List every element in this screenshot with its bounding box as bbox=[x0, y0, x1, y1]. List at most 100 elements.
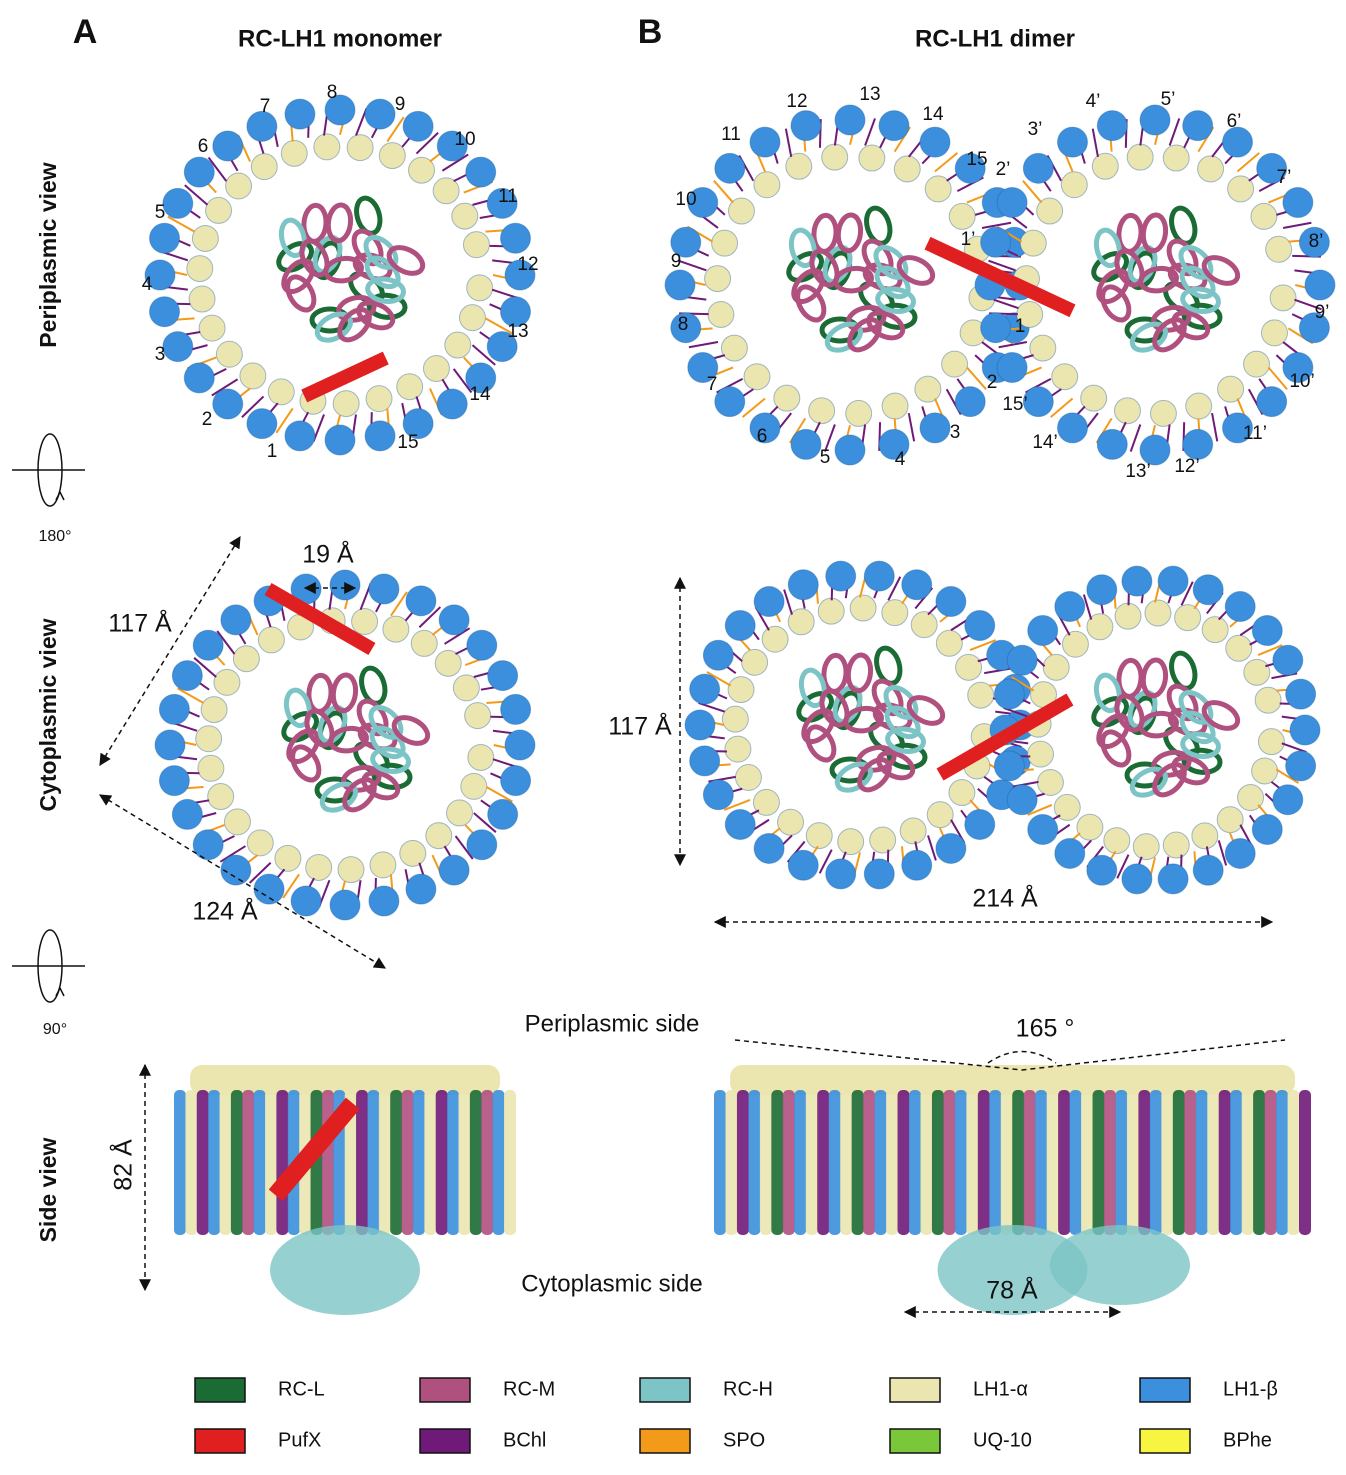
helix bbox=[158, 693, 190, 725]
tm-helix bbox=[851, 1090, 864, 1235]
rc-helix bbox=[1091, 251, 1129, 283]
pufx bbox=[268, 1097, 360, 1202]
subunit-label: 5 bbox=[155, 202, 166, 223]
helix bbox=[464, 702, 492, 730]
row-label: Cytoplasmic view bbox=[35, 618, 61, 811]
pigment bbox=[706, 671, 732, 687]
helix bbox=[246, 829, 274, 857]
helix bbox=[1139, 434, 1171, 466]
helix bbox=[1027, 740, 1055, 768]
helix bbox=[689, 745, 721, 777]
helix bbox=[402, 408, 434, 440]
helix bbox=[996, 352, 1028, 383]
rc-helix bbox=[1093, 227, 1122, 269]
helix bbox=[787, 849, 819, 881]
legend-swatch bbox=[194, 1377, 246, 1403]
helix bbox=[466, 829, 498, 861]
subunit-label: 1 bbox=[267, 441, 278, 462]
helix bbox=[465, 156, 497, 188]
subunit-label: 15 bbox=[966, 149, 987, 170]
helix bbox=[257, 626, 285, 654]
helix bbox=[777, 808, 805, 836]
helix bbox=[1053, 793, 1081, 821]
subunit-label: 10 bbox=[454, 129, 475, 150]
rc-helix bbox=[306, 672, 334, 714]
legend-swatch bbox=[1139, 1377, 1191, 1403]
side-label: Cytoplasmic side bbox=[521, 1270, 702, 1297]
helix bbox=[1243, 658, 1271, 686]
tm-helix bbox=[378, 1090, 391, 1235]
tm-helix bbox=[1035, 1090, 1048, 1235]
pigment bbox=[473, 812, 497, 833]
pigment bbox=[452, 368, 473, 394]
rc-helix bbox=[285, 274, 317, 313]
pigment bbox=[741, 397, 766, 418]
helix bbox=[1216, 806, 1244, 834]
helix bbox=[368, 885, 400, 917]
helix bbox=[458, 304, 486, 332]
subunit-label: 15’ bbox=[1002, 394, 1027, 415]
helix bbox=[1192, 574, 1224, 606]
helix bbox=[869, 826, 897, 854]
helix bbox=[1027, 615, 1059, 647]
helix bbox=[753, 832, 785, 864]
tm-helix bbox=[1069, 1090, 1082, 1235]
tm-helix bbox=[1149, 1090, 1162, 1235]
helix bbox=[246, 110, 278, 142]
dimension-label: 19 Å bbox=[302, 539, 354, 569]
pigment bbox=[1294, 298, 1322, 311]
legend-label: BChl bbox=[503, 1429, 546, 1451]
pigment bbox=[783, 589, 793, 615]
rc-helix bbox=[386, 245, 426, 276]
subunit-label: 2 bbox=[987, 372, 998, 393]
helix bbox=[817, 597, 845, 625]
helix bbox=[858, 144, 886, 172]
helix bbox=[1042, 653, 1070, 681]
helix bbox=[752, 788, 780, 816]
helix bbox=[1121, 565, 1153, 597]
tm-helix bbox=[1000, 1090, 1013, 1235]
pufx bbox=[301, 351, 389, 403]
panel-title: RC-LH1 dimer bbox=[915, 25, 1075, 52]
tm-helix bbox=[1023, 1090, 1036, 1235]
helix bbox=[324, 94, 356, 126]
helix bbox=[753, 586, 785, 618]
tm-helix bbox=[759, 1090, 772, 1235]
legend-label: SPO bbox=[723, 1429, 765, 1451]
helix bbox=[382, 615, 410, 643]
helix bbox=[1182, 110, 1214, 142]
helix bbox=[399, 839, 427, 867]
helix bbox=[274, 844, 302, 872]
dimension-label: 78 Å bbox=[986, 1275, 1038, 1305]
helix bbox=[212, 388, 244, 420]
subunit-label: 8 bbox=[327, 82, 338, 103]
helix bbox=[1256, 152, 1288, 184]
tm-helix bbox=[954, 1090, 967, 1235]
tm-helix bbox=[1092, 1090, 1105, 1235]
subunit-label: 6 bbox=[198, 136, 209, 157]
helix bbox=[487, 798, 519, 830]
pigment bbox=[1129, 424, 1142, 452]
helix bbox=[749, 126, 781, 158]
helix bbox=[1269, 284, 1297, 312]
rc-helix bbox=[875, 286, 916, 314]
rc-helix bbox=[906, 695, 946, 726]
rc-helix bbox=[819, 688, 850, 728]
helix bbox=[405, 873, 437, 905]
rc-helix bbox=[1152, 762, 1187, 798]
helix bbox=[1257, 728, 1285, 756]
helix bbox=[1036, 768, 1064, 796]
helix bbox=[704, 265, 732, 293]
pigment bbox=[241, 395, 265, 418]
tm-helix bbox=[412, 1090, 425, 1235]
dimension-label: 124 Å bbox=[192, 896, 258, 926]
helix bbox=[790, 110, 822, 142]
helix bbox=[332, 390, 360, 418]
subunit-label: 12 bbox=[786, 91, 807, 112]
helix bbox=[1182, 428, 1214, 460]
helix bbox=[1201, 616, 1229, 644]
pigment bbox=[1211, 412, 1219, 442]
helix bbox=[1254, 686, 1282, 714]
helix bbox=[1282, 352, 1314, 383]
